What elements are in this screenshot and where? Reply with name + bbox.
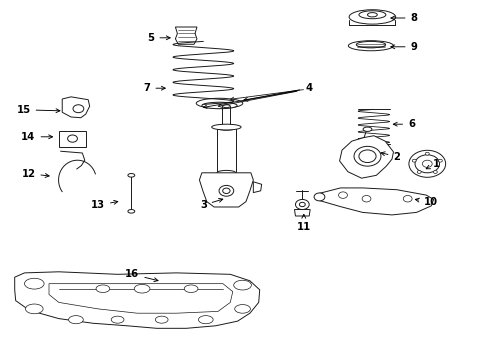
Text: 13: 13 [91,200,118,210]
Ellipse shape [217,170,236,175]
Ellipse shape [368,13,377,17]
Ellipse shape [68,135,77,142]
Ellipse shape [356,41,386,48]
Ellipse shape [155,316,168,323]
Text: 9: 9 [391,42,417,52]
Polygon shape [294,210,310,216]
Ellipse shape [299,202,305,207]
Text: 11: 11 [296,215,311,232]
Ellipse shape [212,124,241,130]
Ellipse shape [73,105,84,113]
Ellipse shape [359,150,376,163]
Polygon shape [62,97,90,118]
Polygon shape [319,188,434,215]
Ellipse shape [354,146,381,166]
Ellipse shape [295,199,309,210]
Ellipse shape [96,285,110,292]
Text: 6: 6 [393,119,415,129]
Ellipse shape [24,278,44,289]
Ellipse shape [439,159,442,162]
Ellipse shape [403,195,412,202]
Polygon shape [60,151,85,169]
Ellipse shape [433,171,437,174]
Ellipse shape [422,160,432,167]
Ellipse shape [425,152,429,155]
Text: 10: 10 [416,197,438,207]
Ellipse shape [348,41,393,51]
Text: 5: 5 [147,33,170,43]
Ellipse shape [25,304,43,314]
Text: 4: 4 [244,83,312,101]
Ellipse shape [69,316,83,324]
Ellipse shape [409,150,446,177]
Text: 12: 12 [22,168,49,179]
Ellipse shape [339,192,347,198]
Text: 7: 7 [144,83,165,93]
Ellipse shape [235,305,250,313]
Ellipse shape [415,155,440,173]
Text: 14: 14 [21,132,52,142]
Ellipse shape [219,185,234,196]
Ellipse shape [198,316,213,324]
Text: 3: 3 [200,198,223,210]
Text: 8: 8 [391,13,417,23]
Ellipse shape [417,171,421,174]
Text: 1: 1 [426,159,440,169]
Ellipse shape [234,280,251,290]
Ellipse shape [222,188,230,193]
Ellipse shape [128,210,135,213]
Polygon shape [253,182,262,193]
Text: 2: 2 [381,152,400,162]
Polygon shape [199,173,253,207]
Ellipse shape [314,193,325,201]
Ellipse shape [412,159,416,162]
Ellipse shape [363,127,372,131]
Ellipse shape [128,174,135,177]
Ellipse shape [217,125,236,130]
Polygon shape [340,136,393,178]
Text: 16: 16 [125,269,158,282]
Ellipse shape [134,284,150,293]
Text: 15: 15 [17,105,60,115]
Ellipse shape [359,11,386,19]
Ellipse shape [184,285,198,292]
Ellipse shape [111,316,124,323]
Ellipse shape [202,102,237,109]
Polygon shape [15,272,260,328]
Ellipse shape [349,10,395,24]
Ellipse shape [222,105,230,108]
Polygon shape [49,284,233,313]
Ellipse shape [362,195,371,202]
Ellipse shape [196,98,243,108]
Polygon shape [59,131,86,147]
